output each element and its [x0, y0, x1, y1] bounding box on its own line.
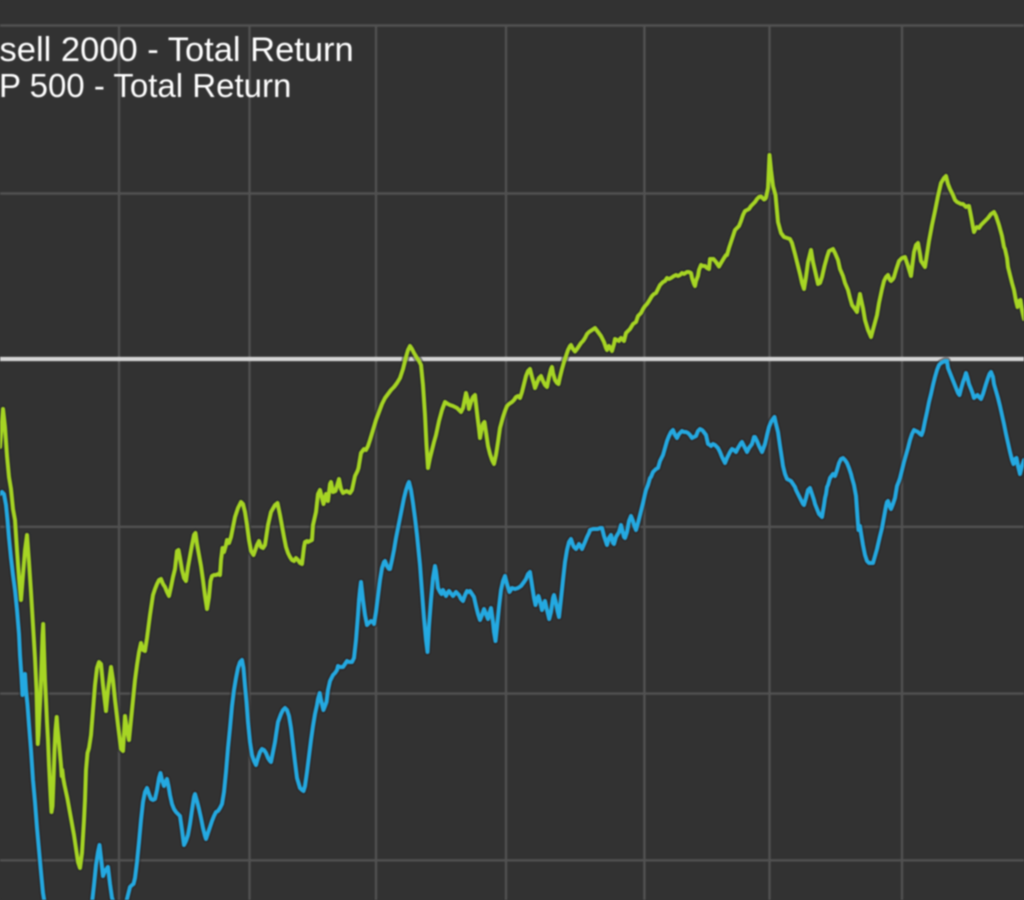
svg-text:Russell 2000 - Total Return: Russell 2000 - Total Return: [0, 31, 354, 69]
svg-text:S&P 500 - Total Return: S&P 500 - Total Return: [0, 67, 291, 104]
